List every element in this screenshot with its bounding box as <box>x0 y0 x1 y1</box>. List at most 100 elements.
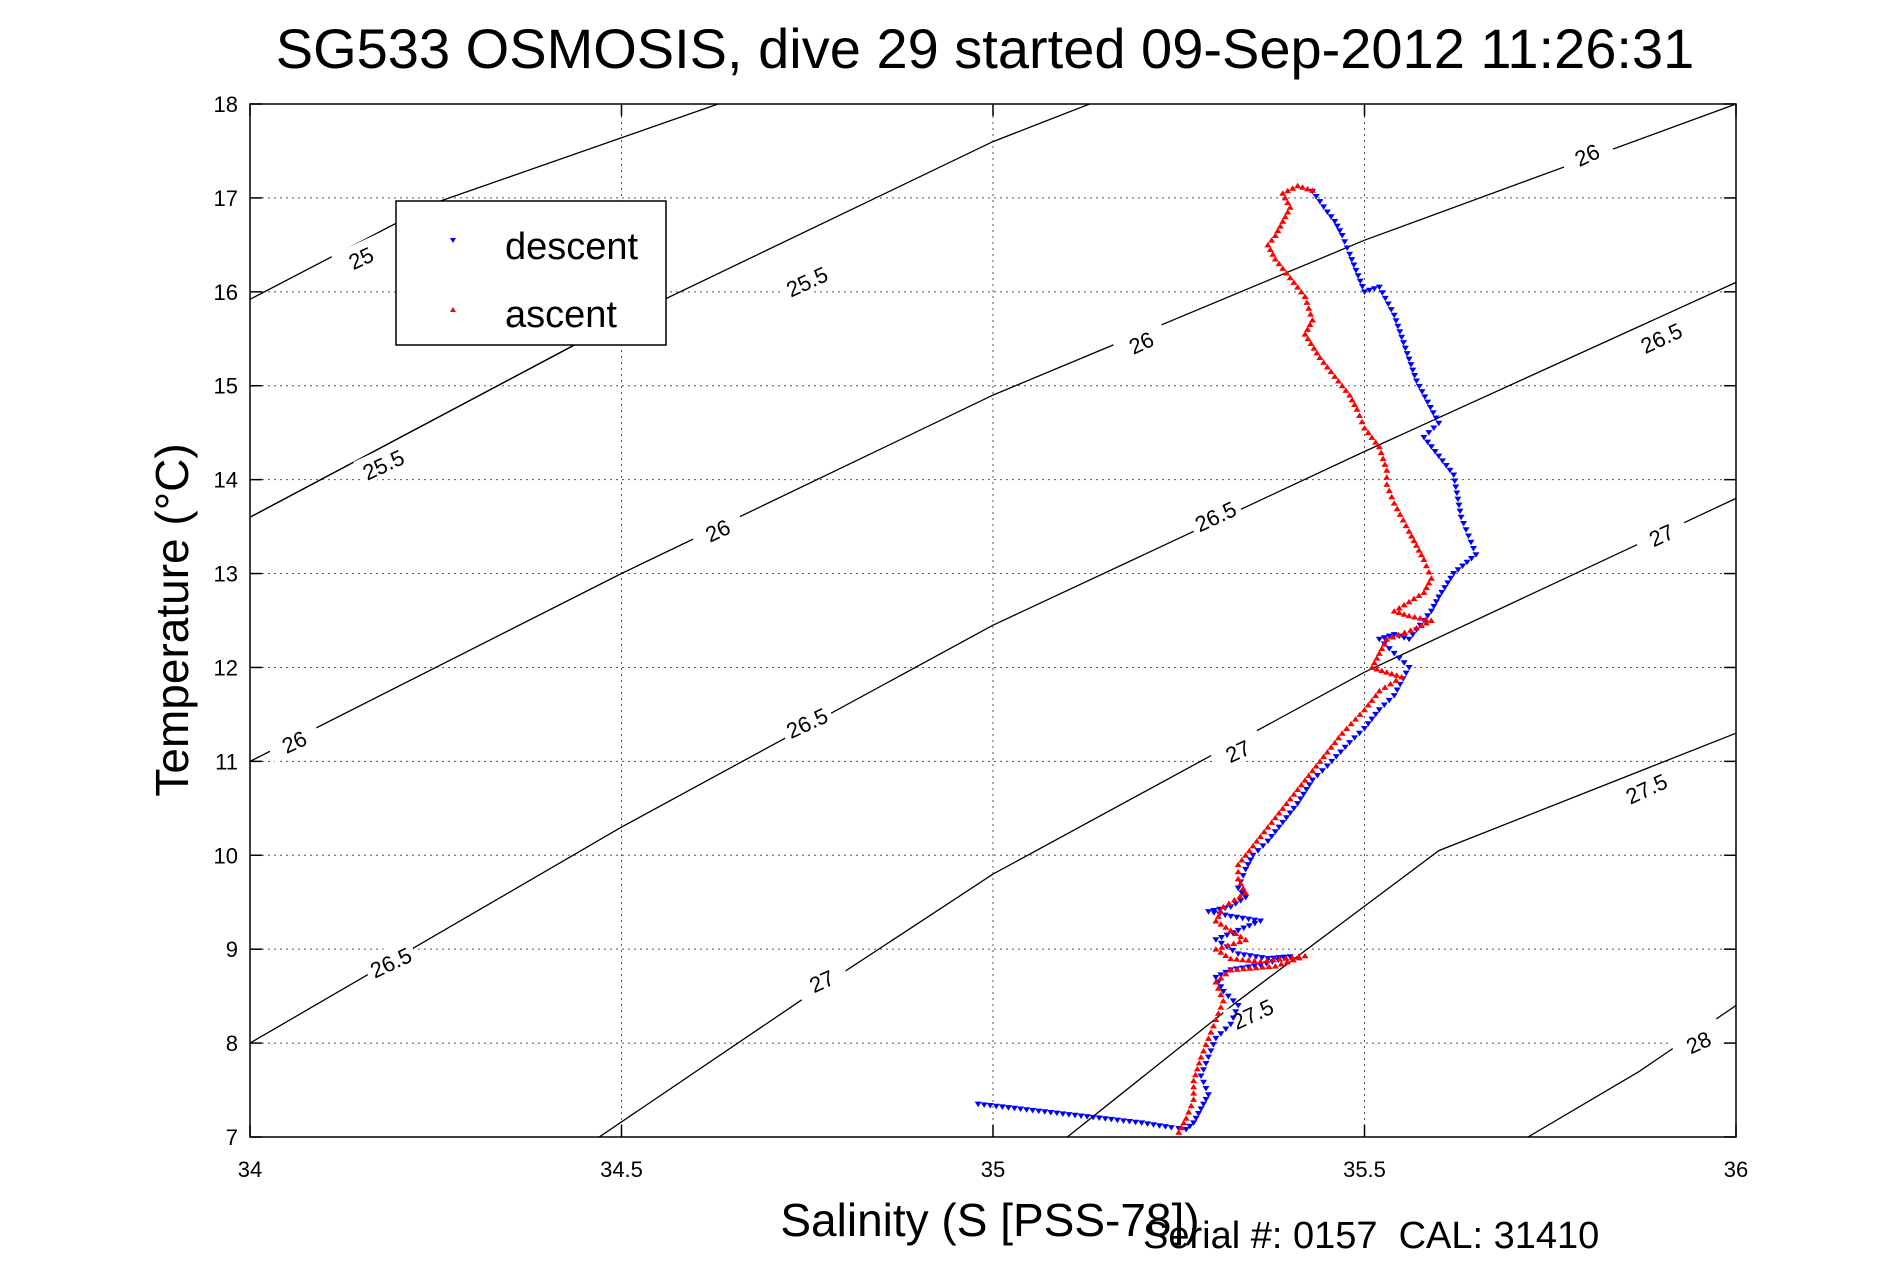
ascent-point <box>1402 522 1410 529</box>
legend-ascent-label: ascent <box>505 294 617 336</box>
ascent-point <box>1378 667 1386 674</box>
descent-point <box>1378 290 1386 296</box>
descent-point <box>1107 1116 1115 1123</box>
ascent-point <box>1263 957 1271 964</box>
descent-point <box>1467 539 1475 546</box>
contour-line <box>598 497 1736 1137</box>
ascent-point <box>1383 474 1391 480</box>
ascent-point <box>1372 692 1380 699</box>
ascent-point <box>1323 363 1331 370</box>
ascent-point <box>1393 672 1401 678</box>
ascent-point <box>1361 424 1368 431</box>
ascent-point <box>1236 938 1244 945</box>
descent-point <box>1425 430 1433 436</box>
descent-point <box>1442 463 1450 469</box>
ascent-point <box>1396 511 1404 517</box>
descent-point <box>1316 199 1324 205</box>
ascent-point <box>1232 930 1240 937</box>
ascent-point <box>1415 547 1423 553</box>
descent-point <box>1312 194 1320 200</box>
descent-point <box>1435 453 1443 460</box>
descent-point <box>1387 307 1395 313</box>
ascent-point <box>1411 613 1419 620</box>
descent-point <box>1431 448 1439 455</box>
ascent-point <box>1274 227 1282 234</box>
x-tick-label: 36 <box>1724 1157 1748 1182</box>
descent-point <box>1364 721 1372 727</box>
ascent-point <box>1381 461 1389 467</box>
descent-point <box>1271 829 1279 835</box>
descent-point <box>1219 988 1227 995</box>
ascent-point <box>1415 592 1423 598</box>
ascent-point <box>1249 842 1257 849</box>
ascent-point <box>1264 824 1272 830</box>
y-tick-label: 9 <box>226 937 238 962</box>
ascent-point <box>1413 625 1421 631</box>
descent-point <box>1077 1113 1085 1119</box>
x-tick-label: 34 <box>238 1157 262 1182</box>
ascent-point <box>1342 387 1350 393</box>
ascent-point <box>1352 716 1360 722</box>
ascent-point <box>1308 187 1316 193</box>
ascent-point <box>1338 730 1346 736</box>
descent-point <box>1023 1107 1031 1113</box>
ascent-point <box>1388 670 1396 677</box>
x-tick-label: 34.5 <box>600 1157 643 1182</box>
descent-point <box>1294 801 1302 807</box>
ascent-point <box>1256 958 1264 964</box>
axis-ticks: 34 34.5 35 35.5 36 7 8 9 10 11 12 13 14 15 16 17 18 <box>214 92 1749 1182</box>
descent-point <box>1358 283 1366 290</box>
ascent-point <box>1383 481 1391 487</box>
descent-point <box>1327 214 1335 220</box>
descent-point <box>1232 901 1240 907</box>
descent-point <box>974 1101 982 1108</box>
ascent-point <box>1301 777 1309 783</box>
ascent-point <box>1356 412 1364 418</box>
descent-point <box>998 1104 1006 1110</box>
descent-point <box>1246 953 1254 959</box>
descent-point <box>1318 768 1326 774</box>
ascent-point <box>1289 185 1297 191</box>
ascent-point <box>1375 650 1383 656</box>
descent-point <box>1465 533 1473 539</box>
descent-point <box>1337 749 1345 755</box>
ascent-point <box>1312 763 1320 769</box>
descent-point <box>1392 318 1400 324</box>
ascent-point <box>1217 908 1225 915</box>
ascent-point <box>1282 800 1290 807</box>
ascent-point <box>1299 184 1307 190</box>
contour-label: 25 <box>331 233 390 279</box>
ascent-point <box>1266 246 1274 253</box>
descent-point <box>1217 984 1225 990</box>
ascent-point <box>1417 622 1425 629</box>
y-tick-label: 17 <box>214 186 238 211</box>
descent-point <box>1186 1123 1194 1130</box>
ascent-point <box>1390 500 1398 506</box>
ascent-point <box>1177 1124 1185 1131</box>
descent-point <box>1426 404 1434 411</box>
ascent-point <box>1348 396 1356 403</box>
descent-point <box>1361 289 1368 295</box>
descent-point <box>1352 267 1360 274</box>
descent-point <box>1438 589 1446 596</box>
ascent-point <box>1387 680 1395 687</box>
descent-point <box>1010 1105 1018 1112</box>
ascent-point <box>1377 449 1385 456</box>
ascent-point <box>1301 293 1309 300</box>
descent-point <box>1202 1060 1210 1067</box>
descent-point <box>1454 567 1462 573</box>
ascent-point <box>1390 608 1398 614</box>
descent-point <box>1385 633 1393 640</box>
descent-point <box>1390 632 1398 638</box>
descent-point <box>1234 951 1242 957</box>
descent-point <box>1300 791 1308 798</box>
ascent-point <box>1180 1119 1188 1126</box>
descent-point <box>1029 1107 1037 1114</box>
descent-point <box>1375 636 1383 643</box>
ascent-point <box>1222 924 1230 930</box>
descent-point <box>1275 824 1283 831</box>
ascent-point <box>1185 1108 1193 1115</box>
descent-point <box>1035 1108 1043 1115</box>
descent-point <box>1446 467 1454 474</box>
descent-point <box>1354 273 1362 279</box>
